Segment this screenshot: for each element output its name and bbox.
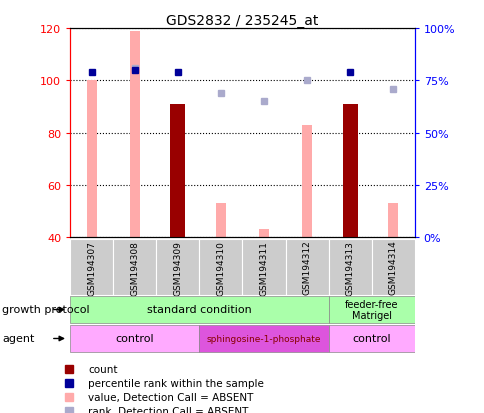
Text: standard condition: standard condition <box>147 305 251 315</box>
Bar <box>170 104 185 237</box>
Bar <box>302 126 311 237</box>
Text: GSM194312: GSM194312 <box>302 240 311 295</box>
Bar <box>87 81 96 237</box>
Text: control: control <box>351 334 390 344</box>
Text: value, Detection Call = ABSENT: value, Detection Call = ABSENT <box>88 392 253 402</box>
Bar <box>259 230 268 237</box>
Text: agent: agent <box>2 334 35 344</box>
Bar <box>342 104 357 237</box>
Text: GSM194311: GSM194311 <box>259 240 268 295</box>
Text: GSM194307: GSM194307 <box>87 240 96 295</box>
Bar <box>199 325 328 353</box>
Text: GSM194313: GSM194313 <box>345 240 354 295</box>
Text: rank, Detection Call = ABSENT: rank, Detection Call = ABSENT <box>88 406 248 413</box>
Bar <box>216 204 225 237</box>
Text: GDS2832 / 235245_at: GDS2832 / 235245_at <box>166 14 318 28</box>
Bar <box>371 240 414 295</box>
Bar <box>70 296 328 324</box>
Bar <box>70 240 113 295</box>
Bar <box>328 296 414 324</box>
Text: feeder-free
Matrigel: feeder-free Matrigel <box>344 299 397 320</box>
Bar <box>328 325 414 353</box>
Bar <box>113 240 156 295</box>
Bar <box>156 240 199 295</box>
Text: percentile rank within the sample: percentile rank within the sample <box>88 378 264 388</box>
Text: GSM194310: GSM194310 <box>216 240 225 295</box>
Bar <box>242 240 285 295</box>
Bar <box>328 240 371 295</box>
Text: growth protocol: growth protocol <box>2 305 90 315</box>
Bar <box>388 204 397 237</box>
Text: GSM194314: GSM194314 <box>388 240 397 295</box>
Text: control: control <box>115 334 154 344</box>
Bar <box>199 240 242 295</box>
Text: count: count <box>88 364 118 374</box>
Text: GSM194309: GSM194309 <box>173 240 182 295</box>
Bar <box>130 31 139 237</box>
Bar <box>70 325 199 353</box>
Bar <box>285 240 328 295</box>
Text: sphingosine-1-phosphate: sphingosine-1-phosphate <box>206 334 320 343</box>
Text: GSM194308: GSM194308 <box>130 240 139 295</box>
